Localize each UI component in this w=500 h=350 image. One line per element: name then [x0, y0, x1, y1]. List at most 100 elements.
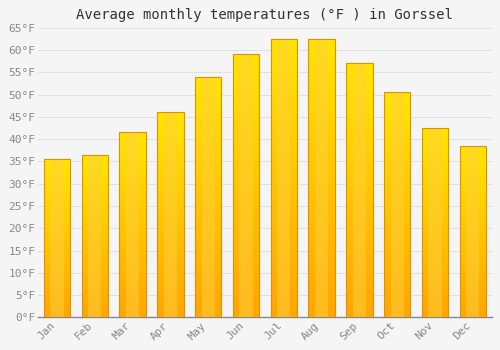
Bar [346, 161, 372, 165]
Bar [120, 148, 146, 151]
Bar [422, 144, 448, 147]
Bar [422, 314, 448, 317]
Bar [233, 225, 259, 230]
Bar [157, 246, 184, 249]
Bar [82, 182, 108, 184]
Bar [270, 146, 297, 150]
Bar [384, 261, 410, 265]
Bar [44, 178, 70, 180]
Bar [384, 265, 410, 269]
Bar [460, 154, 486, 157]
Bar [82, 179, 108, 182]
Bar [346, 313, 372, 317]
Bar [346, 284, 372, 288]
Bar [120, 203, 146, 206]
Bar [422, 232, 448, 236]
Bar [422, 153, 448, 156]
Bar [346, 245, 372, 250]
Bar [460, 286, 486, 289]
Bar [82, 187, 108, 190]
Bar [422, 295, 448, 299]
Bar [82, 193, 108, 195]
Bar [422, 182, 448, 185]
Bar [422, 188, 448, 191]
Bar [195, 77, 222, 81]
Bar [195, 109, 222, 113]
Bar [346, 165, 372, 169]
Bar [157, 164, 184, 167]
Bar [195, 245, 222, 249]
Bar [384, 122, 410, 126]
Bar [82, 171, 108, 174]
Bar [384, 149, 410, 152]
Bar [270, 201, 297, 206]
Bar [308, 257, 335, 262]
Bar [157, 229, 184, 232]
Bar [82, 309, 108, 312]
Bar [82, 301, 108, 304]
Bar [460, 186, 486, 189]
Bar [44, 175, 70, 178]
Bar [346, 97, 372, 102]
Bar [384, 194, 410, 197]
Bar [270, 136, 297, 141]
Bar [346, 110, 372, 114]
Bar [120, 265, 146, 268]
Bar [460, 280, 486, 283]
Bar [422, 216, 448, 219]
Bar [157, 280, 184, 283]
Bar [44, 217, 70, 220]
Bar [195, 97, 222, 101]
Bar [460, 246, 486, 249]
Bar [195, 141, 222, 145]
Bar [308, 197, 335, 201]
Bar [460, 180, 486, 183]
Bar [422, 264, 448, 267]
Bar [44, 291, 70, 294]
Bar [120, 182, 146, 185]
Bar [422, 239, 448, 242]
Bar [120, 132, 146, 135]
Bar [195, 193, 222, 197]
Bar [270, 150, 297, 155]
Bar [384, 224, 410, 228]
Bar [233, 230, 259, 234]
Bar [82, 223, 108, 225]
Bar [460, 215, 486, 217]
Bar [44, 307, 70, 310]
Bar [308, 94, 335, 99]
Bar [384, 280, 410, 284]
Bar [422, 150, 448, 153]
Bar [384, 141, 410, 145]
Bar [460, 212, 486, 215]
Bar [82, 190, 108, 193]
Bar [346, 135, 372, 140]
Bar [120, 160, 146, 163]
Bar [157, 167, 184, 170]
Bar [120, 145, 146, 148]
Bar [195, 77, 222, 317]
Bar [233, 129, 259, 133]
Bar [422, 254, 448, 258]
Bar [308, 183, 335, 188]
Bar [157, 273, 184, 276]
Bar [270, 178, 297, 183]
Bar [422, 201, 448, 204]
Bar [346, 190, 372, 195]
Bar [428, 128, 442, 317]
Bar [270, 85, 297, 90]
Bar [120, 287, 146, 290]
Bar [82, 285, 108, 288]
Bar [460, 189, 486, 191]
Bar [384, 269, 410, 272]
Bar [44, 304, 70, 307]
Bar [195, 145, 222, 149]
Bar [270, 252, 297, 257]
Bar [120, 216, 146, 219]
Bar [422, 197, 448, 201]
Bar [82, 166, 108, 168]
Bar [120, 302, 146, 305]
Bar [346, 182, 372, 186]
Bar [460, 169, 486, 172]
Bar [346, 127, 372, 131]
